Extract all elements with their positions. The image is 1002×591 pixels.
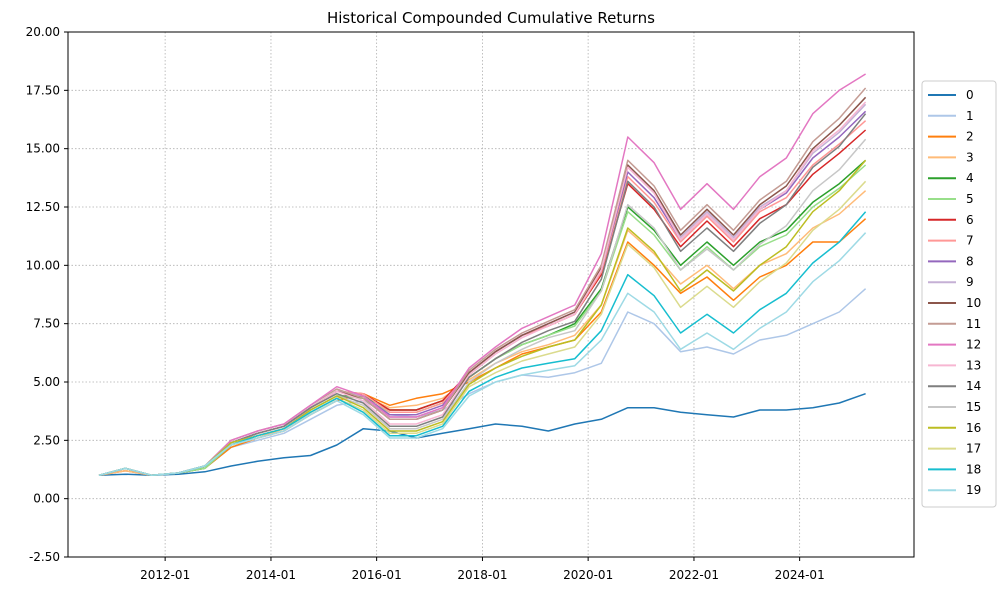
legend-label: 15	[966, 400, 981, 414]
y-tick-label: 2.50	[33, 433, 60, 447]
x-tick-label: 2018-01	[457, 568, 507, 582]
y-tick-label: 15.00	[26, 142, 60, 156]
legend-label: 2	[966, 130, 974, 144]
series-line-16	[98, 159, 867, 477]
series-line-12	[98, 73, 866, 477]
legend-label: 9	[966, 275, 974, 289]
legend-label: 0	[966, 88, 974, 102]
series-line-19	[98, 232, 867, 477]
legend-label: 18	[966, 462, 981, 476]
y-tick-label: 12.50	[26, 200, 60, 214]
y-axis: -2.50 0.00 2.50 5.00 7.50 10.00 12.50 15.00 17.5…	[26, 25, 68, 564]
legend-label: 19	[966, 483, 981, 497]
series-lines	[98, 73, 867, 477]
x-axis: 2012-01 2014-01 2016-01 2018-01 2020-01 2022-…	[140, 557, 825, 582]
legend-label: 12	[966, 338, 981, 352]
y-tick-label: 0.00	[33, 492, 60, 506]
series-line-2	[98, 218, 867, 477]
y-tick-label: -2.50	[29, 550, 60, 564]
plot-frame	[67, 31, 915, 558]
x-tick-label: 2024-01	[775, 568, 825, 582]
legend-label: 13	[966, 358, 981, 372]
chart-title: Historical Compounded Cumulative Returns	[327, 9, 655, 27]
y-tick-label: 7.50	[33, 317, 60, 331]
y-tick-label: 5.00	[33, 375, 60, 389]
legend-label: 8	[966, 254, 974, 268]
legend-label: 17	[966, 442, 981, 456]
legend-label: 16	[966, 421, 981, 435]
legend-label: 5	[966, 192, 974, 206]
x-tick-label: 2020-01	[563, 568, 613, 582]
legend-label: 4	[966, 171, 974, 185]
legend-label: 1	[966, 109, 974, 123]
x-tick-label: 2016-01	[352, 568, 402, 582]
legend-label: 3	[966, 150, 974, 164]
legend-label: 6	[966, 213, 974, 227]
legend-label: 10	[966, 296, 981, 310]
y-tick-label: 20.00	[26, 25, 60, 39]
legend-box	[921, 80, 997, 508]
legend-label: 14	[966, 379, 981, 393]
x-tick-label: 2014-01	[246, 568, 296, 582]
y-tick-label: 17.50	[26, 83, 60, 97]
legend-label: 7	[966, 234, 974, 248]
legend-label: 11	[966, 317, 981, 331]
y-tick-label: 10.00	[26, 258, 60, 272]
series-line-0	[98, 392, 866, 477]
x-tick-label: 2022-01	[669, 568, 719, 582]
x-tick-label: 2012-01	[140, 568, 190, 582]
